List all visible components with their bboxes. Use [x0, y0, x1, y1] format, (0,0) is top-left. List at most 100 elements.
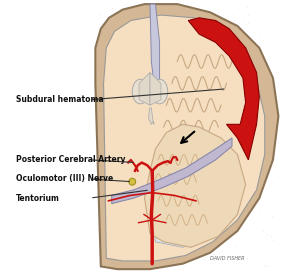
- Point: [146, 200, 151, 204]
- Point: [120, 245, 124, 249]
- Point: [94, 222, 99, 226]
- Point: [244, 188, 249, 193]
- Point: [146, 235, 150, 240]
- Point: [216, 218, 221, 223]
- Point: [146, 160, 151, 164]
- Point: [272, 81, 277, 85]
- Point: [172, 153, 177, 158]
- Point: [249, 170, 254, 175]
- Point: [150, 43, 154, 48]
- Point: [211, 205, 216, 210]
- Point: [195, 3, 200, 7]
- Point: [225, 77, 230, 81]
- Point: [119, 98, 124, 102]
- Point: [178, 54, 183, 58]
- Point: [250, 125, 255, 129]
- Point: [214, 151, 219, 155]
- Point: [253, 42, 258, 46]
- Point: [135, 180, 140, 185]
- Point: [194, 166, 199, 171]
- Point: [110, 207, 115, 212]
- Point: [188, 111, 193, 115]
- Point: [114, 108, 119, 112]
- Point: [129, 171, 134, 176]
- Point: [272, 144, 276, 149]
- Point: [99, 179, 103, 183]
- Point: [208, 15, 213, 20]
- Point: [182, 41, 187, 46]
- Point: [121, 98, 126, 102]
- Point: [179, 232, 184, 236]
- Point: [230, 205, 234, 210]
- Point: [150, 131, 154, 136]
- Point: [126, 121, 130, 126]
- Point: [239, 120, 244, 124]
- Point: [158, 139, 163, 144]
- Point: [178, 128, 183, 132]
- Point: [119, 42, 124, 46]
- Point: [169, 253, 174, 258]
- Point: [265, 72, 269, 77]
- Point: [271, 32, 276, 36]
- Point: [173, 29, 178, 33]
- Point: [176, 219, 181, 223]
- Text: DAVID FISHER: DAVID FISHER: [210, 256, 244, 261]
- Point: [142, 79, 147, 83]
- Point: [153, 83, 158, 87]
- Point: [109, 189, 114, 193]
- Point: [250, 203, 255, 208]
- Point: [135, 55, 140, 59]
- Text: Oculomotor (III) Nerve: Oculomotor (III) Nerve: [16, 174, 113, 184]
- Point: [148, 40, 153, 44]
- Point: [253, 101, 258, 105]
- Point: [252, 148, 256, 153]
- Point: [116, 70, 120, 75]
- Point: [148, 89, 153, 94]
- Point: [268, 108, 273, 112]
- Point: [236, 128, 241, 133]
- Point: [123, 89, 128, 94]
- Point: [161, 177, 166, 182]
- Point: [262, 185, 267, 190]
- Polygon shape: [150, 4, 160, 97]
- Point: [111, 239, 116, 243]
- Point: [145, 65, 150, 69]
- Point: [117, 184, 122, 188]
- Point: [240, 99, 244, 104]
- Point: [264, 264, 268, 269]
- Point: [232, 24, 236, 28]
- Point: [110, 6, 114, 10]
- Point: [224, 178, 229, 183]
- Point: [256, 209, 261, 214]
- Point: [208, 26, 213, 30]
- Point: [194, 156, 199, 160]
- Point: [264, 81, 269, 85]
- Point: [153, 204, 158, 208]
- Point: [111, 108, 116, 113]
- Point: [121, 251, 126, 256]
- Point: [218, 111, 223, 115]
- Point: [212, 143, 217, 147]
- Point: [258, 2, 263, 7]
- Point: [236, 42, 240, 46]
- Point: [174, 170, 179, 174]
- Point: [100, 106, 105, 111]
- Point: [242, 190, 247, 194]
- Point: [103, 225, 108, 230]
- Point: [263, 263, 268, 267]
- Point: [199, 29, 204, 34]
- Point: [161, 67, 166, 71]
- Point: [236, 70, 241, 74]
- Point: [249, 177, 254, 181]
- Point: [261, 229, 266, 233]
- Point: [105, 85, 110, 90]
- Point: [161, 81, 166, 86]
- Point: [217, 45, 222, 49]
- Point: [258, 193, 263, 198]
- Point: [235, 60, 239, 65]
- Point: [252, 227, 256, 231]
- Point: [245, 5, 250, 9]
- Point: [256, 99, 261, 103]
- Point: [214, 145, 218, 150]
- Point: [209, 92, 214, 97]
